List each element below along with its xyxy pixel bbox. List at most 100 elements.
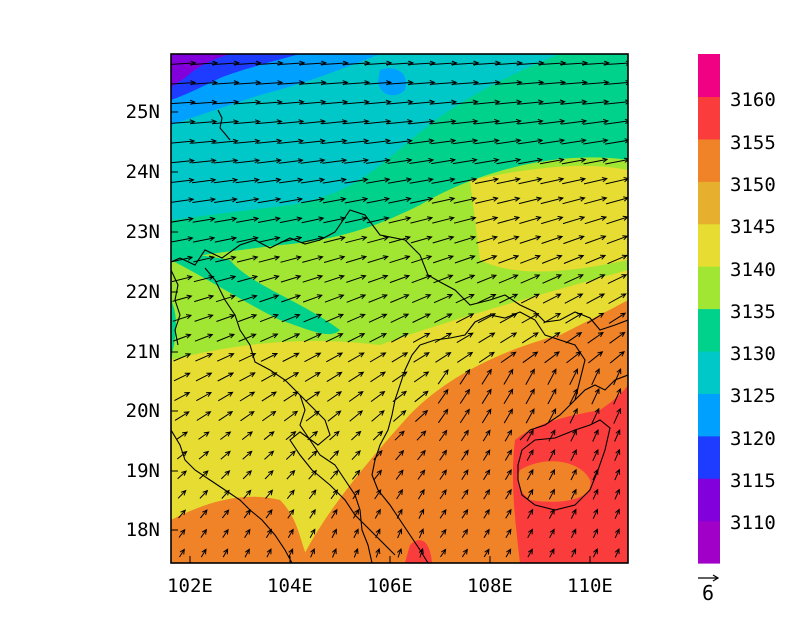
band-3145-northeast [470,165,628,272]
wind-arrow [243,509,251,519]
wind-arrow [396,488,404,500]
wind-arrow [570,528,577,539]
wind-arrow [503,388,514,405]
colorbar-swatch [698,393,720,437]
colorbar-label: 3120 [730,428,776,450]
wind-arrow [547,407,557,424]
wind-arrow [264,450,275,460]
wind-arrow [498,274,519,284]
lat-label: 21N [126,341,160,363]
wind-arrow [548,468,556,481]
wind-arrow [278,138,305,144]
wind-arrow [300,158,326,164]
colorbar-swatch [698,266,720,310]
wind-arrow [345,255,368,264]
wind-arrow [439,489,447,500]
wind-arrow [585,274,606,284]
wind-arrow [410,216,434,224]
wind-arrow [481,388,492,404]
colorbar: 3110 3115 3120 3125 3130 3135 3140 3145 … [698,54,776,564]
wind-arrow [216,314,236,322]
wind-arrow [326,352,344,363]
wind-arrow [460,429,469,442]
wind-arrow [368,313,388,323]
wind-arrow [392,390,408,403]
wind-arrow [220,470,231,480]
wind-arrow [457,351,474,363]
wind-arrow [451,99,479,105]
wind-arrow [370,390,386,403]
wind-arrow [179,548,185,558]
wind-arrow [331,548,337,558]
wind-arrow [259,294,280,303]
wind-arrow [417,449,426,461]
wind-arrow [525,388,535,405]
wind-arrow [329,450,340,460]
wind-arrow [279,197,304,204]
map-panel [170,53,629,564]
wind-arrow [483,488,491,500]
band-3155-coast [405,540,432,563]
wind-arrow [560,99,588,105]
colorbar-label: 3110 [730,512,776,534]
wind-arrow [244,528,251,538]
wind-arrow [257,177,282,184]
wind-arrow [215,255,237,263]
wind-arrow [300,177,326,184]
wind-arrow [544,351,560,364]
wind-arrow [483,469,491,480]
wind-arrow [240,410,255,422]
wind-arrow [374,489,382,500]
wind-arrow [549,528,555,539]
wind-arrow [475,216,499,224]
wind-arrow [266,548,272,558]
wind-arrow [564,293,584,304]
wind-arrow [614,428,621,442]
colorbar-swatches [698,54,720,564]
wind-arrow [261,372,278,382]
band-3150-hainan [517,461,591,502]
wind-arrow [200,548,207,558]
wind-arrow [565,331,583,344]
wind-arrow [279,216,303,224]
wind-arrow [261,391,277,402]
wind-arrow [582,99,610,105]
wind-arrow [309,528,316,539]
wind-arrow [236,216,260,223]
colorbar-label: 3135 [730,301,776,323]
wind-arrow [505,548,512,558]
wind-arrow [434,313,453,324]
wind-arrow [527,508,534,519]
wind-arrow [517,118,544,125]
wind-arrow [243,489,252,499]
wind-arrow [196,391,213,402]
wind-arrow [286,489,295,500]
wind-arrow [591,407,600,424]
lat-label: 25N [126,101,160,123]
lon-label: 106E [367,575,413,597]
wind-arrow [265,528,273,538]
wind-arrow [370,371,386,383]
wind-arrow [541,215,564,225]
border-myanmar [171,269,181,346]
wind-arrow [220,431,232,440]
wind-arrow [173,333,192,342]
wind-arrow [321,119,348,125]
wind-arrow [570,488,577,500]
wind-arrow [213,158,239,164]
wind-arrow [198,450,210,460]
wind-arrow [609,350,625,364]
wind-arrow [330,489,339,500]
wind-arrow [278,119,305,125]
wind-arrow [236,236,259,243]
wind-arrow [309,508,316,519]
wind-arrow [173,372,191,382]
lon-label: 104E [267,575,313,597]
wind-arrow [478,351,495,363]
wind-arrow [476,235,498,244]
wind-arrow [192,236,216,243]
wind-arrow [504,449,513,461]
wind-arrow [477,294,497,304]
wind-arrow [585,235,607,245]
wind-arrow [214,216,238,223]
